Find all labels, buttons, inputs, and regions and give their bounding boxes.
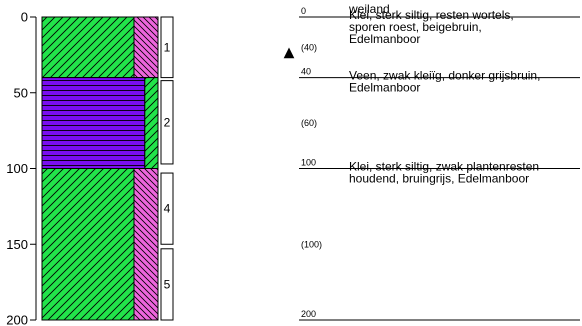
layer-peat — [41, 77, 146, 169]
layer-side-accent — [133, 16, 159, 79]
sample-label: 5 — [164, 277, 171, 291]
description-line: sporen roest, beigebruin, — [349, 20, 482, 34]
boundary-depth-label: 0 — [301, 6, 306, 16]
sample-box — [160, 80, 174, 165]
axis-tick-label: 100 — [6, 161, 28, 176]
groundwater-marker: ▲ — [284, 44, 295, 60]
sample-label: 2 — [164, 115, 171, 129]
axis-tick-label: 0 — [21, 10, 28, 25]
groundwater-triangle-icon: ▲ — [284, 44, 295, 60]
sample-box — [160, 172, 174, 245]
layer-clay — [41, 16, 135, 79]
description-line: Edelmanboor — [349, 81, 420, 95]
description-line: houdend, bruingrijs, Edelmanboor — [349, 172, 529, 186]
axis-tick-label: 200 — [6, 313, 28, 326]
sample-box — [160, 248, 174, 321]
midpoint-depth-label: (40) — [301, 42, 317, 52]
boundary-depth-label: 100 — [301, 158, 316, 168]
midpoint-depth-label: (100) — [301, 239, 322, 249]
description-line: Klei, sterk siltig, zwak plantenresten — [349, 160, 539, 174]
sample-label: 4 — [164, 202, 171, 216]
midpoint-depth-label: (60) — [301, 118, 317, 128]
soil-column — [41, 16, 159, 321]
sample-box — [160, 16, 174, 79]
description-line: Edelmanboor — [349, 32, 420, 46]
sample-label: 1 — [164, 40, 171, 54]
boundary-depth-label: 200 — [301, 309, 316, 319]
boundary-depth-label: 40 — [301, 67, 311, 77]
description-line: Veen, zwak kleiïg, donker grijsbruin, — [349, 69, 540, 83]
axis-tick-label: 150 — [6, 237, 28, 252]
description-line: weiland — [348, 2, 390, 16]
layer-side-accent — [133, 168, 159, 321]
axis-tick-label: 50 — [14, 85, 28, 100]
depth-axis: 0 50 100 150 200 — [6, 10, 37, 326]
layer-clay — [41, 168, 135, 321]
description-line: Klei, sterk siltig, resten wortels, — [349, 8, 514, 22]
sample-markers: 1 2 4 5 — [160, 16, 174, 321]
layer-side-clay — [144, 77, 159, 169]
